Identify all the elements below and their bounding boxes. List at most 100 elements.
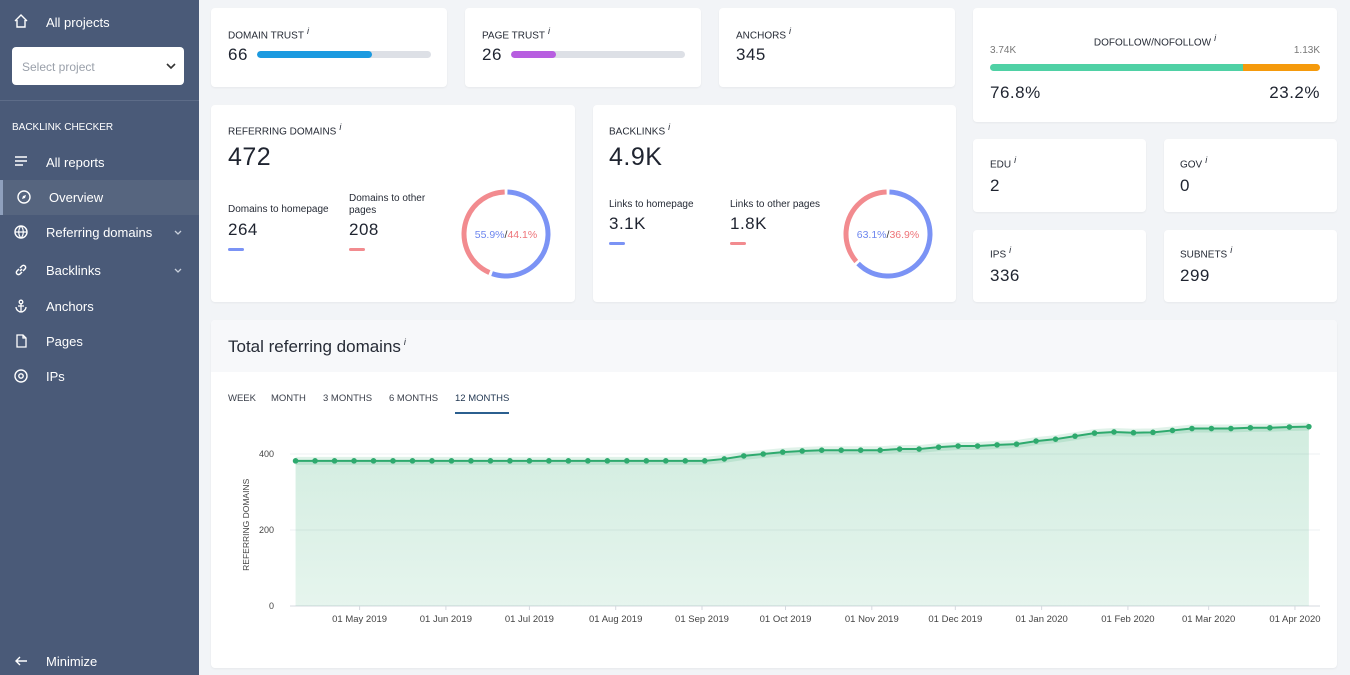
- info: i: [668, 122, 671, 132]
- bar-track: [257, 51, 431, 58]
- label: DOMAIN TRUST i: [228, 26, 309, 41]
- info: i: [339, 122, 342, 132]
- range-tab[interactable]: 6 MONTHS: [389, 393, 439, 404]
- point: [955, 443, 961, 449]
- value: 2: [990, 176, 1000, 195]
- label-text: SUBNETS: [1180, 249, 1228, 261]
- point: [663, 458, 669, 464]
- y-axis-label: REFERRING DOMAINS: [241, 478, 251, 570]
- separator: /: [505, 229, 508, 241]
- nav-item[interactable]: IPs: [0, 359, 199, 394]
- value: 472: [228, 143, 272, 171]
- point: [1111, 429, 1117, 435]
- point: [1072, 433, 1078, 439]
- range-tab[interactable]: MONTH: [271, 393, 306, 404]
- chart-card: Total referring domains i 0 200 400 01 May 2…: [211, 320, 1337, 668]
- domain-trust-card: DOMAIN TRUST i 66: [211, 8, 447, 87]
- nav-label: Pages: [46, 334, 83, 349]
- nav-item[interactable]: Pages: [0, 324, 199, 359]
- nav-item[interactable]: Referring domains: [0, 215, 199, 250]
- arrow-icon: [15, 656, 27, 666]
- chevron: [174, 268, 182, 273]
- nav-item[interactable]: Anchors: [0, 289, 199, 324]
- sub-value: 208: [349, 220, 379, 239]
- point: [760, 451, 767, 457]
- range-tab[interactable]: WEEK: [228, 393, 256, 404]
- share-bar: [990, 64, 1320, 71]
- label-text: GOV: [1180, 159, 1203, 171]
- point: [351, 458, 357, 464]
- donut: 55.9%/44.1%: [461, 189, 551, 279]
- chevron: [174, 230, 182, 235]
- point: [585, 458, 591, 464]
- sub-label: Links to other pages: [730, 199, 821, 210]
- area: [295, 426, 1309, 606]
- point: [1267, 424, 1273, 431]
- point: [429, 458, 435, 464]
- all-projects[interactable]: All projects: [46, 15, 110, 30]
- dofollow-card: DOFOLLOW/NOFOLLOW i 3.74K 1.13K 76.8% 23.…: [973, 8, 1337, 122]
- point: [877, 447, 883, 453]
- y-tick-label: 200: [259, 525, 274, 535]
- legend-dash: [349, 248, 365, 251]
- point: [740, 453, 747, 459]
- edu-card: EDU i 2: [973, 139, 1146, 212]
- range-tab[interactable]: 3 MONTHS: [323, 393, 373, 404]
- dofollow-share: 76.8%: [990, 83, 1041, 102]
- range-tab[interactable]: 12 MONTHS: [455, 393, 510, 414]
- point: [624, 458, 630, 464]
- point: [507, 458, 513, 464]
- backlinks-card: BACKLINKS i 4.9K Links to homepage 3.1K L…: [593, 105, 956, 302]
- label-text: EDU: [990, 159, 1012, 171]
- info: i: [1214, 33, 1217, 43]
- label-text: DOFOLLOW/NOFOLLOW: [1093, 37, 1212, 49]
- point: [487, 458, 494, 464]
- minimize[interactable]: Minimize: [46, 654, 98, 669]
- sub-value: 1.8K: [730, 214, 767, 233]
- label-text: BACKLINKS: [609, 126, 666, 138]
- chart-title: Total referring domains i: [228, 337, 406, 357]
- trust-bar: [257, 51, 372, 58]
- point: [1189, 425, 1195, 432]
- share: 63.1%: [857, 229, 887, 241]
- nav-item[interactable]: Backlinks: [0, 253, 199, 288]
- subnets-card: SUBNETS i 299: [1164, 230, 1337, 302]
- x-tick-label: 01 Apr 2020: [1269, 614, 1320, 625]
- point: [1130, 429, 1137, 436]
- nav-item[interactable]: All reports: [0, 145, 199, 180]
- nofollow-count: 1.13K: [1293, 45, 1320, 56]
- point: [370, 458, 377, 464]
- point: [1247, 424, 1254, 431]
- donut: 63.1%/36.9%: [843, 189, 933, 279]
- point: [390, 458, 396, 464]
- title-text: Total referring domains: [228, 337, 401, 356]
- sub-label: Links to homepage: [609, 199, 694, 210]
- x-tick-label: 01 Nov 2019: [845, 614, 899, 625]
- nav-item[interactable]: Overview: [0, 180, 199, 215]
- nav-icon: [15, 156, 27, 166]
- point: [331, 458, 338, 464]
- point: [818, 447, 825, 453]
- dofollow-count: 3.74K: [990, 45, 1017, 56]
- label: ANCHORS i: [736, 26, 791, 41]
- value: 0: [1180, 176, 1190, 195]
- point: [916, 446, 922, 452]
- nav-icon: [14, 369, 28, 383]
- project-select[interactable]: Select project: [12, 47, 184, 85]
- nofollow-share: 23.2%: [1269, 83, 1320, 102]
- nofollow-bar: [1243, 64, 1320, 71]
- nav-icon: [16, 334, 27, 348]
- x-tick-label: 01 Mar 2020: [1182, 614, 1235, 625]
- legend-dash: [730, 242, 746, 245]
- point: [1169, 427, 1176, 434]
- value: 299: [1180, 266, 1210, 285]
- label: EDU i: [990, 155, 1016, 170]
- point: [1052, 436, 1059, 442]
- nav-label: All reports: [46, 155, 105, 170]
- share: 44.1%: [507, 229, 537, 241]
- chart: 0 200 400 01 May 2019 01 Jun 2019 01 Jul 2019…: [241, 422, 1321, 625]
- donut-arc: [461, 189, 551, 279]
- value: 66: [228, 45, 248, 64]
- x-tick-label: 01 Jan 2020: [1015, 614, 1067, 625]
